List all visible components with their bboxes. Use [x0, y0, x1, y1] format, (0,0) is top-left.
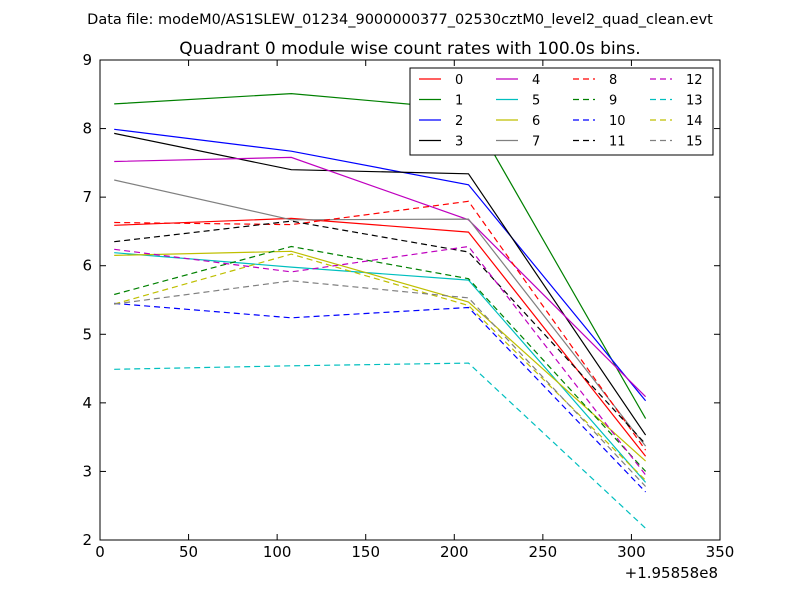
series-line-10 [114, 302, 647, 493]
series-lines [114, 92, 647, 529]
legend-label-5: 5 [532, 94, 540, 109]
figure-suptitle: Data file: modeM0/AS1SLEW_01234_90000003… [87, 12, 713, 28]
series-line-11 [114, 220, 647, 445]
series-line-7 [114, 179, 647, 447]
series-line-4 [114, 156, 647, 398]
legend-label-8: 8 [609, 73, 617, 88]
legend-label-4: 4 [532, 73, 540, 88]
series-line-15 [114, 280, 647, 487]
legend-label-7: 7 [532, 135, 540, 150]
y-tick-label: 7 [82, 188, 92, 206]
y-tick-label: 2 [82, 531, 92, 549]
series-line-1 [114, 92, 647, 419]
x-tick-label: 250 [529, 543, 558, 561]
x-tick-label: 100 [263, 543, 292, 561]
y-tick-label: 4 [82, 394, 92, 412]
y-tick-label: 9 [82, 51, 92, 69]
series-line-6 [114, 250, 647, 462]
series-line-0 [114, 217, 647, 457]
x-tick-label: 50 [179, 543, 198, 561]
legend-label-9: 9 [609, 94, 617, 109]
legend-label-13: 13 [686, 94, 703, 109]
legend-label-14: 14 [686, 114, 703, 129]
legend-label-3: 3 [455, 135, 463, 150]
y-tick-label: 5 [82, 325, 92, 343]
plot-frame [99, 59, 721, 541]
legend-label-6: 6 [532, 114, 540, 129]
series-line-8 [114, 200, 647, 451]
x-tick-label: 350 [706, 543, 735, 561]
x-tick-label: 300 [617, 543, 646, 561]
legend-label-2: 2 [455, 114, 463, 129]
legend-label-0: 0 [455, 73, 463, 88]
series-line-2 [114, 128, 647, 402]
x-axis-offset-label: +1.95858e8 [625, 564, 718, 582]
series-line-3 [114, 132, 647, 436]
legend-label-10: 10 [609, 114, 626, 129]
x-tick-label: 150 [351, 543, 380, 561]
y-tick-label: 3 [82, 462, 92, 480]
legend-label-11: 11 [609, 135, 626, 150]
x-tick-label: 200 [440, 543, 469, 561]
legend-label-12: 12 [686, 73, 703, 88]
legend-label-15: 15 [686, 135, 703, 150]
series-line-5 [114, 252, 647, 483]
series-line-14 [114, 253, 647, 481]
series-line-12 [114, 245, 647, 476]
chart-title: Quadrant 0 module wise count rates with … [179, 39, 640, 59]
x-tick-label: 0 [95, 543, 105, 561]
y-tick-label: 6 [82, 257, 92, 275]
series-line-9 [114, 245, 647, 472]
legend-label-1: 1 [455, 94, 463, 109]
y-tick-label: 8 [82, 120, 92, 138]
series-line-13 [114, 362, 647, 529]
